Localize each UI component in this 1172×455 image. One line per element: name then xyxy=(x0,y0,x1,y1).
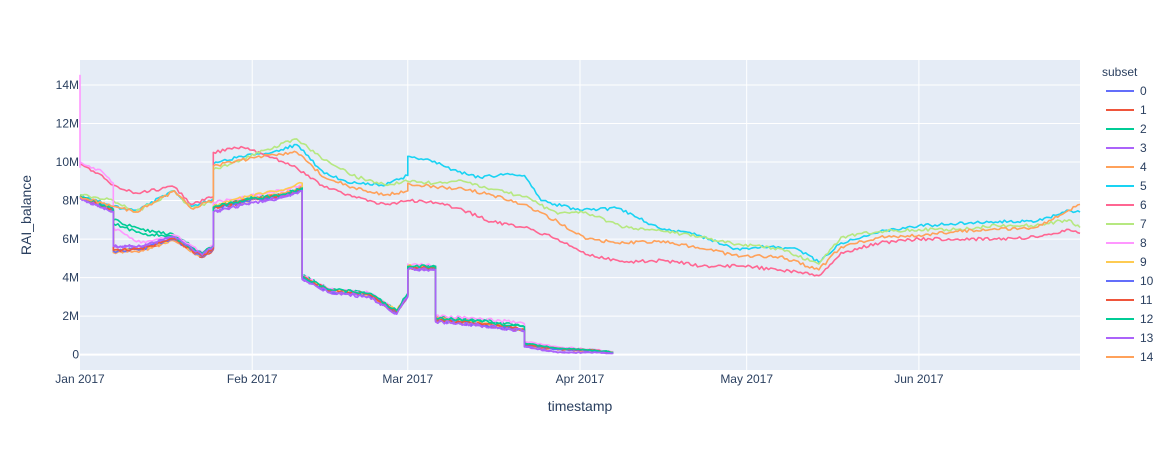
series-line-5[interactable] xyxy=(79,143,1081,263)
x-tick-label: Apr 2017 xyxy=(556,372,605,386)
x-tick-label: Jan 2017 xyxy=(55,372,105,386)
legend-item-4[interactable]: 4 xyxy=(1106,160,1147,174)
series-line-12[interactable] xyxy=(79,187,614,354)
legend-label: 13 xyxy=(1140,331,1154,345)
legend-label: 0 xyxy=(1140,84,1147,98)
x-tick-label: Feb 2017 xyxy=(227,372,278,386)
x-tick-label: Mar 2017 xyxy=(382,372,433,386)
legend-item-14[interactable]: 14 xyxy=(1106,350,1154,364)
legend-label: 4 xyxy=(1140,160,1147,174)
legend-label: 9 xyxy=(1140,255,1147,269)
x-tick-label: May 2017 xyxy=(720,372,773,386)
legend-label: 6 xyxy=(1140,198,1147,212)
legend-item-9[interactable]: 9 xyxy=(1106,255,1147,269)
legend-item-0[interactable]: 0 xyxy=(1106,84,1147,98)
y-tick-label: 10M xyxy=(56,155,79,169)
y-axis-label: RAI_balance xyxy=(18,175,34,255)
legend-label: 5 xyxy=(1140,179,1147,193)
y-tick-label: 12M xyxy=(56,117,79,131)
legend-item-5[interactable]: 5 xyxy=(1106,179,1147,193)
legend-item-2[interactable]: 2 xyxy=(1106,122,1147,136)
legend-item-10[interactable]: 10 xyxy=(1106,274,1154,288)
y-tick-label: 14M xyxy=(56,78,79,92)
series-line-14[interactable] xyxy=(79,150,1081,271)
legend-item-13[interactable]: 13 xyxy=(1106,331,1154,345)
legend-item-12[interactable]: 12 xyxy=(1106,312,1154,326)
legend-item-6[interactable]: 6 xyxy=(1106,198,1147,212)
legend-item-8[interactable]: 8 xyxy=(1106,236,1147,250)
y-tick-label: 4M xyxy=(62,271,79,285)
legend-item-3[interactable]: 3 xyxy=(1106,141,1147,155)
y-tick-label: 2M xyxy=(62,309,79,323)
y-tick-label: 8M xyxy=(62,194,79,208)
legend-label: 8 xyxy=(1140,236,1147,250)
legend-label: 10 xyxy=(1140,274,1154,288)
legend-item-11[interactable]: 11 xyxy=(1106,293,1153,307)
legend-label: 1 xyxy=(1140,103,1147,117)
series-line-6[interactable] xyxy=(79,145,1081,277)
legend-label: 11 xyxy=(1140,293,1153,307)
legend-title: subset xyxy=(1102,65,1138,79)
x-tick-labels: Jan 2017 Feb 2017 Mar 2017 Apr 2017 May 2017… xyxy=(55,372,944,386)
legend-label: 2 xyxy=(1140,122,1147,136)
legend-item-1[interactable]: 1 xyxy=(1106,103,1147,117)
legend-label: 3 xyxy=(1140,141,1147,155)
legend-label: 14 xyxy=(1140,350,1154,364)
series-line-13[interactable] xyxy=(79,189,614,355)
legend-item-7[interactable]: 7 xyxy=(1106,217,1147,231)
y-tick-labels: 0 2M 4M 6M 8M 10M 12M 14M xyxy=(56,78,80,362)
y-tick-label: 0 xyxy=(72,348,79,362)
x-axis-label: timestamp xyxy=(548,398,613,414)
series-layer xyxy=(79,74,1081,355)
y-tick-label: 6M xyxy=(62,232,79,246)
legend-label: 7 xyxy=(1140,217,1147,231)
legend-label: 12 xyxy=(1140,312,1154,326)
x-tick-label: Jun 2017 xyxy=(894,372,944,386)
grid-layer xyxy=(80,60,1080,370)
